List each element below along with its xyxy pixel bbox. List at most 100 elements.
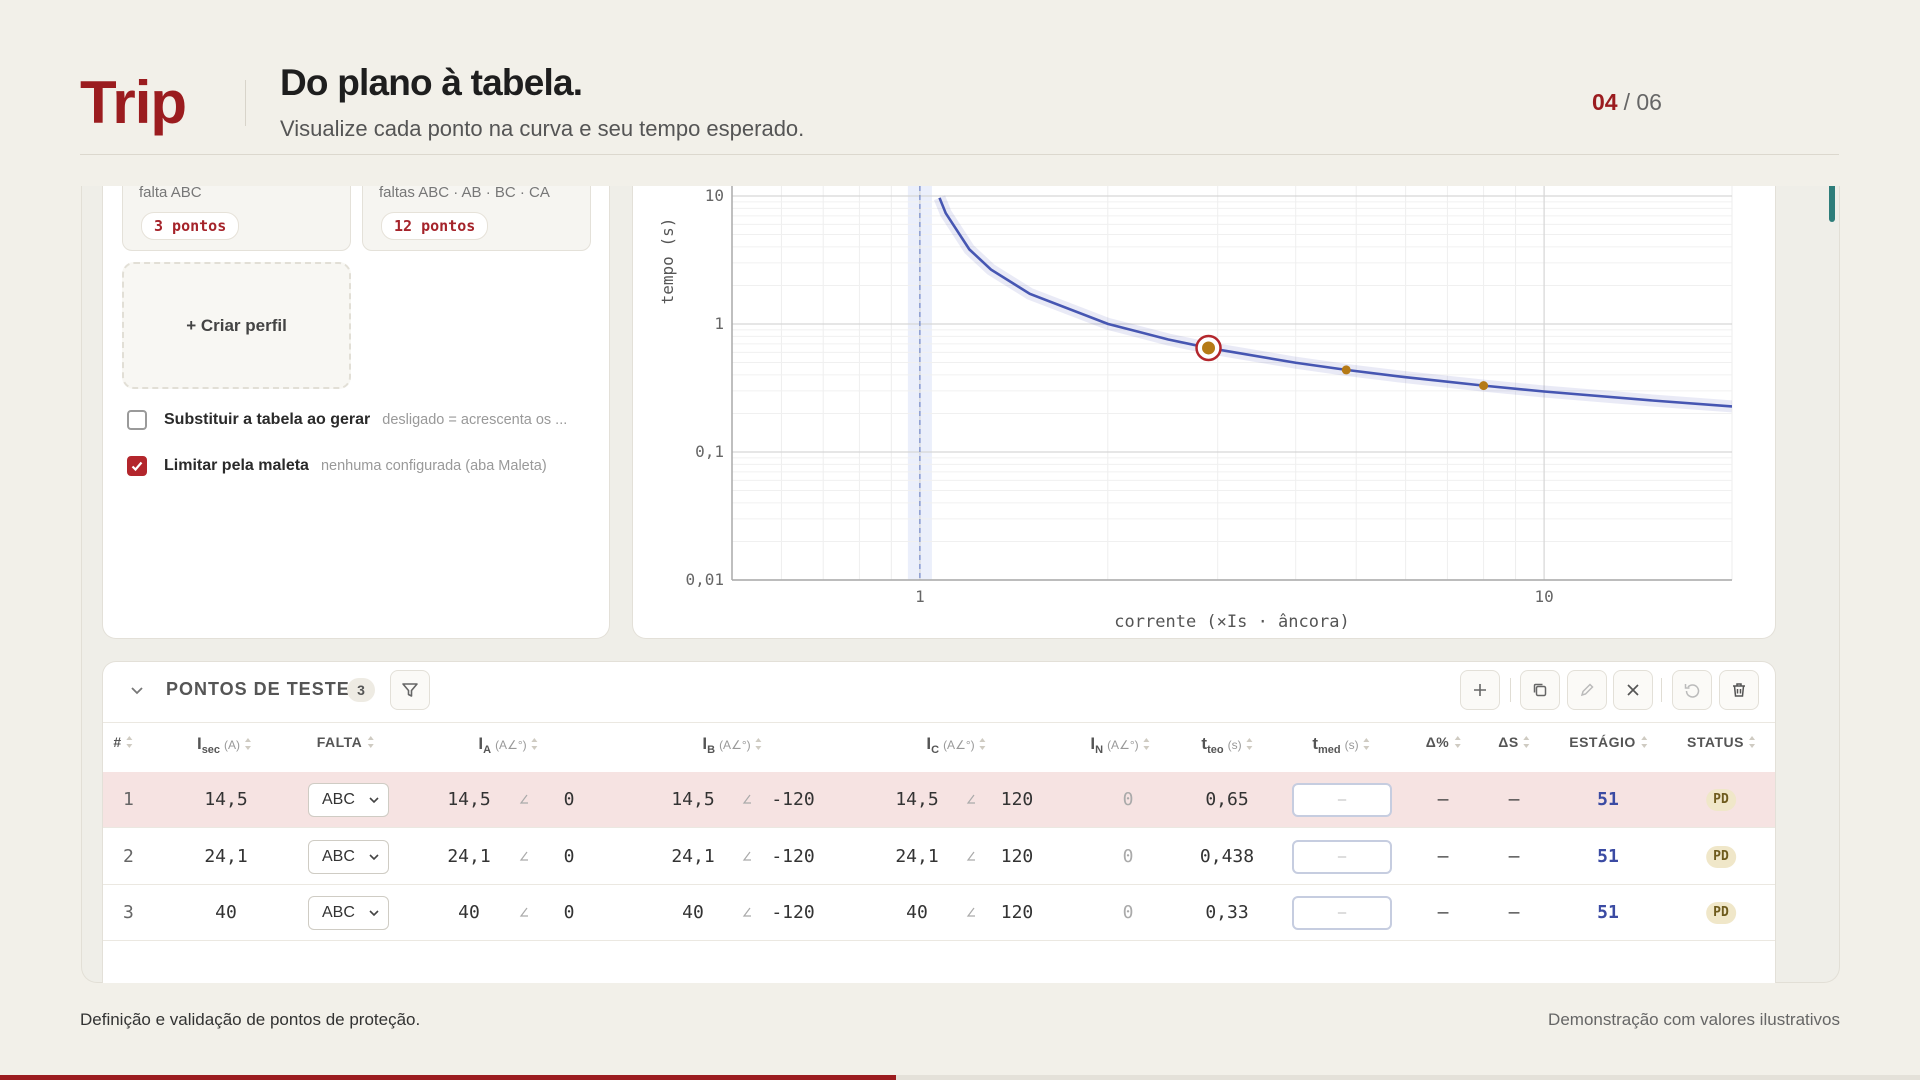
column-header[interactable]: t teo (s) <box>1201 734 1253 760</box>
column-header[interactable]: I N (A∠°) <box>1090 734 1150 760</box>
profiles-panel: + Criar perfil falta ABC 3 pontos faltas A… <box>102 186 610 639</box>
table-row[interactable]: 1 14,5 ABC 14,5 0 14,5 -120 14,5 120 0 0,65 – – – 51 PD <box>103 772 1775 828</box>
separator <box>1510 678 1511 702</box>
cell: -120 <box>771 845 815 867</box>
cell: 0,438 <box>1199 845 1255 867</box>
angle-icon <box>742 907 751 917</box>
filter-button[interactable] <box>390 670 430 710</box>
column-header[interactable]: FALTA <box>317 734 374 760</box>
option: Substituir a tabela ao gerar desligado = … <box>127 410 567 430</box>
footer-left: Definição e validação de pontos de prote… <box>80 1010 421 1029</box>
measured-time-input[interactable]: – <box>1292 839 1392 874</box>
column-header[interactable]: STATUS <box>1687 734 1755 760</box>
sort-icon <box>1143 738 1150 750</box>
profile-badge: 12 pontos <box>381 212 489 240</box>
cell: 0,33 <box>1205 902 1249 923</box>
angle-icon <box>742 851 751 861</box>
column-header[interactable]: ESTÁGIO <box>1569 734 1647 760</box>
y-tick-label: 1 <box>714 314 724 333</box>
clear-button[interactable] <box>1613 670 1653 710</box>
checkbox[interactable] <box>127 410 147 430</box>
cell: 120 <box>1000 845 1034 867</box>
sort-icon <box>1363 738 1370 750</box>
table-title: PONTOS DE TESTE <box>166 679 350 699</box>
angle-icon <box>742 794 751 804</box>
header-sub: sec <box>201 744 221 756</box>
cell: 40 <box>906 902 928 923</box>
header-label: ΔS <box>1498 734 1519 750</box>
sort-icon <box>531 738 538 750</box>
table-row[interactable]: 2 24,1 ABC 24,1 0 24,1 -120 24,1 120 0 0,438 – – – 51 P… <box>103 829 1775 885</box>
column-header[interactable]: Δ% <box>1426 734 1461 760</box>
chart: 1 10 10 1 0,1 0,01 corrente (×Is · âncora) temp… <box>658 186 1733 632</box>
fault-select[interactable]: ABC <box>308 839 389 874</box>
header-label: I <box>1090 734 1096 753</box>
header-label: ESTÁGIO <box>1569 734 1636 750</box>
angle-icon <box>966 907 975 917</box>
add-button[interactable] <box>1460 670 1500 710</box>
sort-icon <box>979 738 986 750</box>
status-badge: PD <box>1706 845 1736 868</box>
cell: 24,1 <box>447 845 491 867</box>
sort-icon <box>1748 736 1755 748</box>
header-unit: (A) <box>224 738 241 752</box>
select-chevron <box>369 910 379 917</box>
collapse-chevron[interactable] <box>129 682 145 698</box>
cell: 14,5 <box>204 789 248 810</box>
profile-card[interactable]: falta ABC 3 pontos <box>122 186 351 251</box>
column-header[interactable]: # <box>113 734 133 760</box>
cell: 120 <box>1000 902 1034 923</box>
header-unit: (A∠°) <box>1107 738 1139 752</box>
header-unit: (s) <box>1344 738 1359 752</box>
checkbox[interactable] <box>127 456 147 476</box>
fault-select[interactable]: ABC <box>308 783 389 817</box>
header-sub: teo <box>1207 744 1224 756</box>
column-header[interactable]: ΔS <box>1498 734 1530 760</box>
duplicate-button[interactable] <box>1520 670 1560 710</box>
cell: 0 <box>563 845 575 867</box>
sort-icon <box>245 738 252 750</box>
profile-badge: 3 pontos <box>141 212 240 240</box>
column-header[interactable]: I C (A∠°) <box>926 734 986 760</box>
column-header[interactable]: I B (A∠°) <box>702 734 762 760</box>
y-axis-label: tempo (s) <box>658 218 677 305</box>
create-profile[interactable]: + Criar perfil <box>122 262 351 389</box>
header-label: I <box>702 734 708 753</box>
title: Do plano à tabela. <box>280 62 583 103</box>
measured-time-input[interactable]: – <box>1292 896 1392 930</box>
option: Limitar pela maleta nenhuma configurada (… <box>127 456 547 476</box>
profile-card[interactable]: faltas ABC · AB · BC · CA 12 pontos <box>362 186 591 251</box>
header-label: I <box>196 734 202 753</box>
option-label: Substituir a tabela ao gerar <box>164 411 371 428</box>
sort-icon <box>1246 738 1253 750</box>
x-axis-label: corrente (×Is · âncora) <box>1114 612 1349 632</box>
measured-time-input[interactable]: – <box>1292 783 1392 817</box>
column-header[interactable]: t med (s) <box>1312 734 1370 760</box>
cell: 51 <box>1597 902 1619 923</box>
cell: 0,65 <box>1205 789 1249 810</box>
cell: 0 <box>1122 902 1134 923</box>
delete-button[interactable] <box>1719 670 1759 710</box>
select-value: ABC <box>322 904 355 921</box>
table-row[interactable]: 3 40 ABC 40 0 40 -120 40 120 0 0,33 – – – 51 PD <box>103 885 1775 941</box>
row-count: 3 <box>347 678 375 702</box>
cell: 51 <box>1597 789 1619 810</box>
header-label: t <box>1201 734 1208 753</box>
angle-icon <box>519 794 528 804</box>
sort-icon <box>367 736 374 748</box>
fault-select[interactable]: ABC <box>308 896 389 930</box>
undo-button[interactable] <box>1672 670 1712 710</box>
point <box>1341 365 1351 375</box>
sort-icon <box>755 738 762 750</box>
cell: 1 <box>123 789 134 810</box>
cell: 3 <box>123 902 134 923</box>
column-header[interactable]: I A (A∠°) <box>478 734 538 760</box>
header-sub: C <box>931 744 940 756</box>
edit-button[interactable] <box>1567 670 1607 710</box>
sort-icon <box>126 736 133 748</box>
angle-icon <box>966 851 975 861</box>
header-label: I <box>478 734 484 753</box>
cell: 40 <box>458 902 480 923</box>
